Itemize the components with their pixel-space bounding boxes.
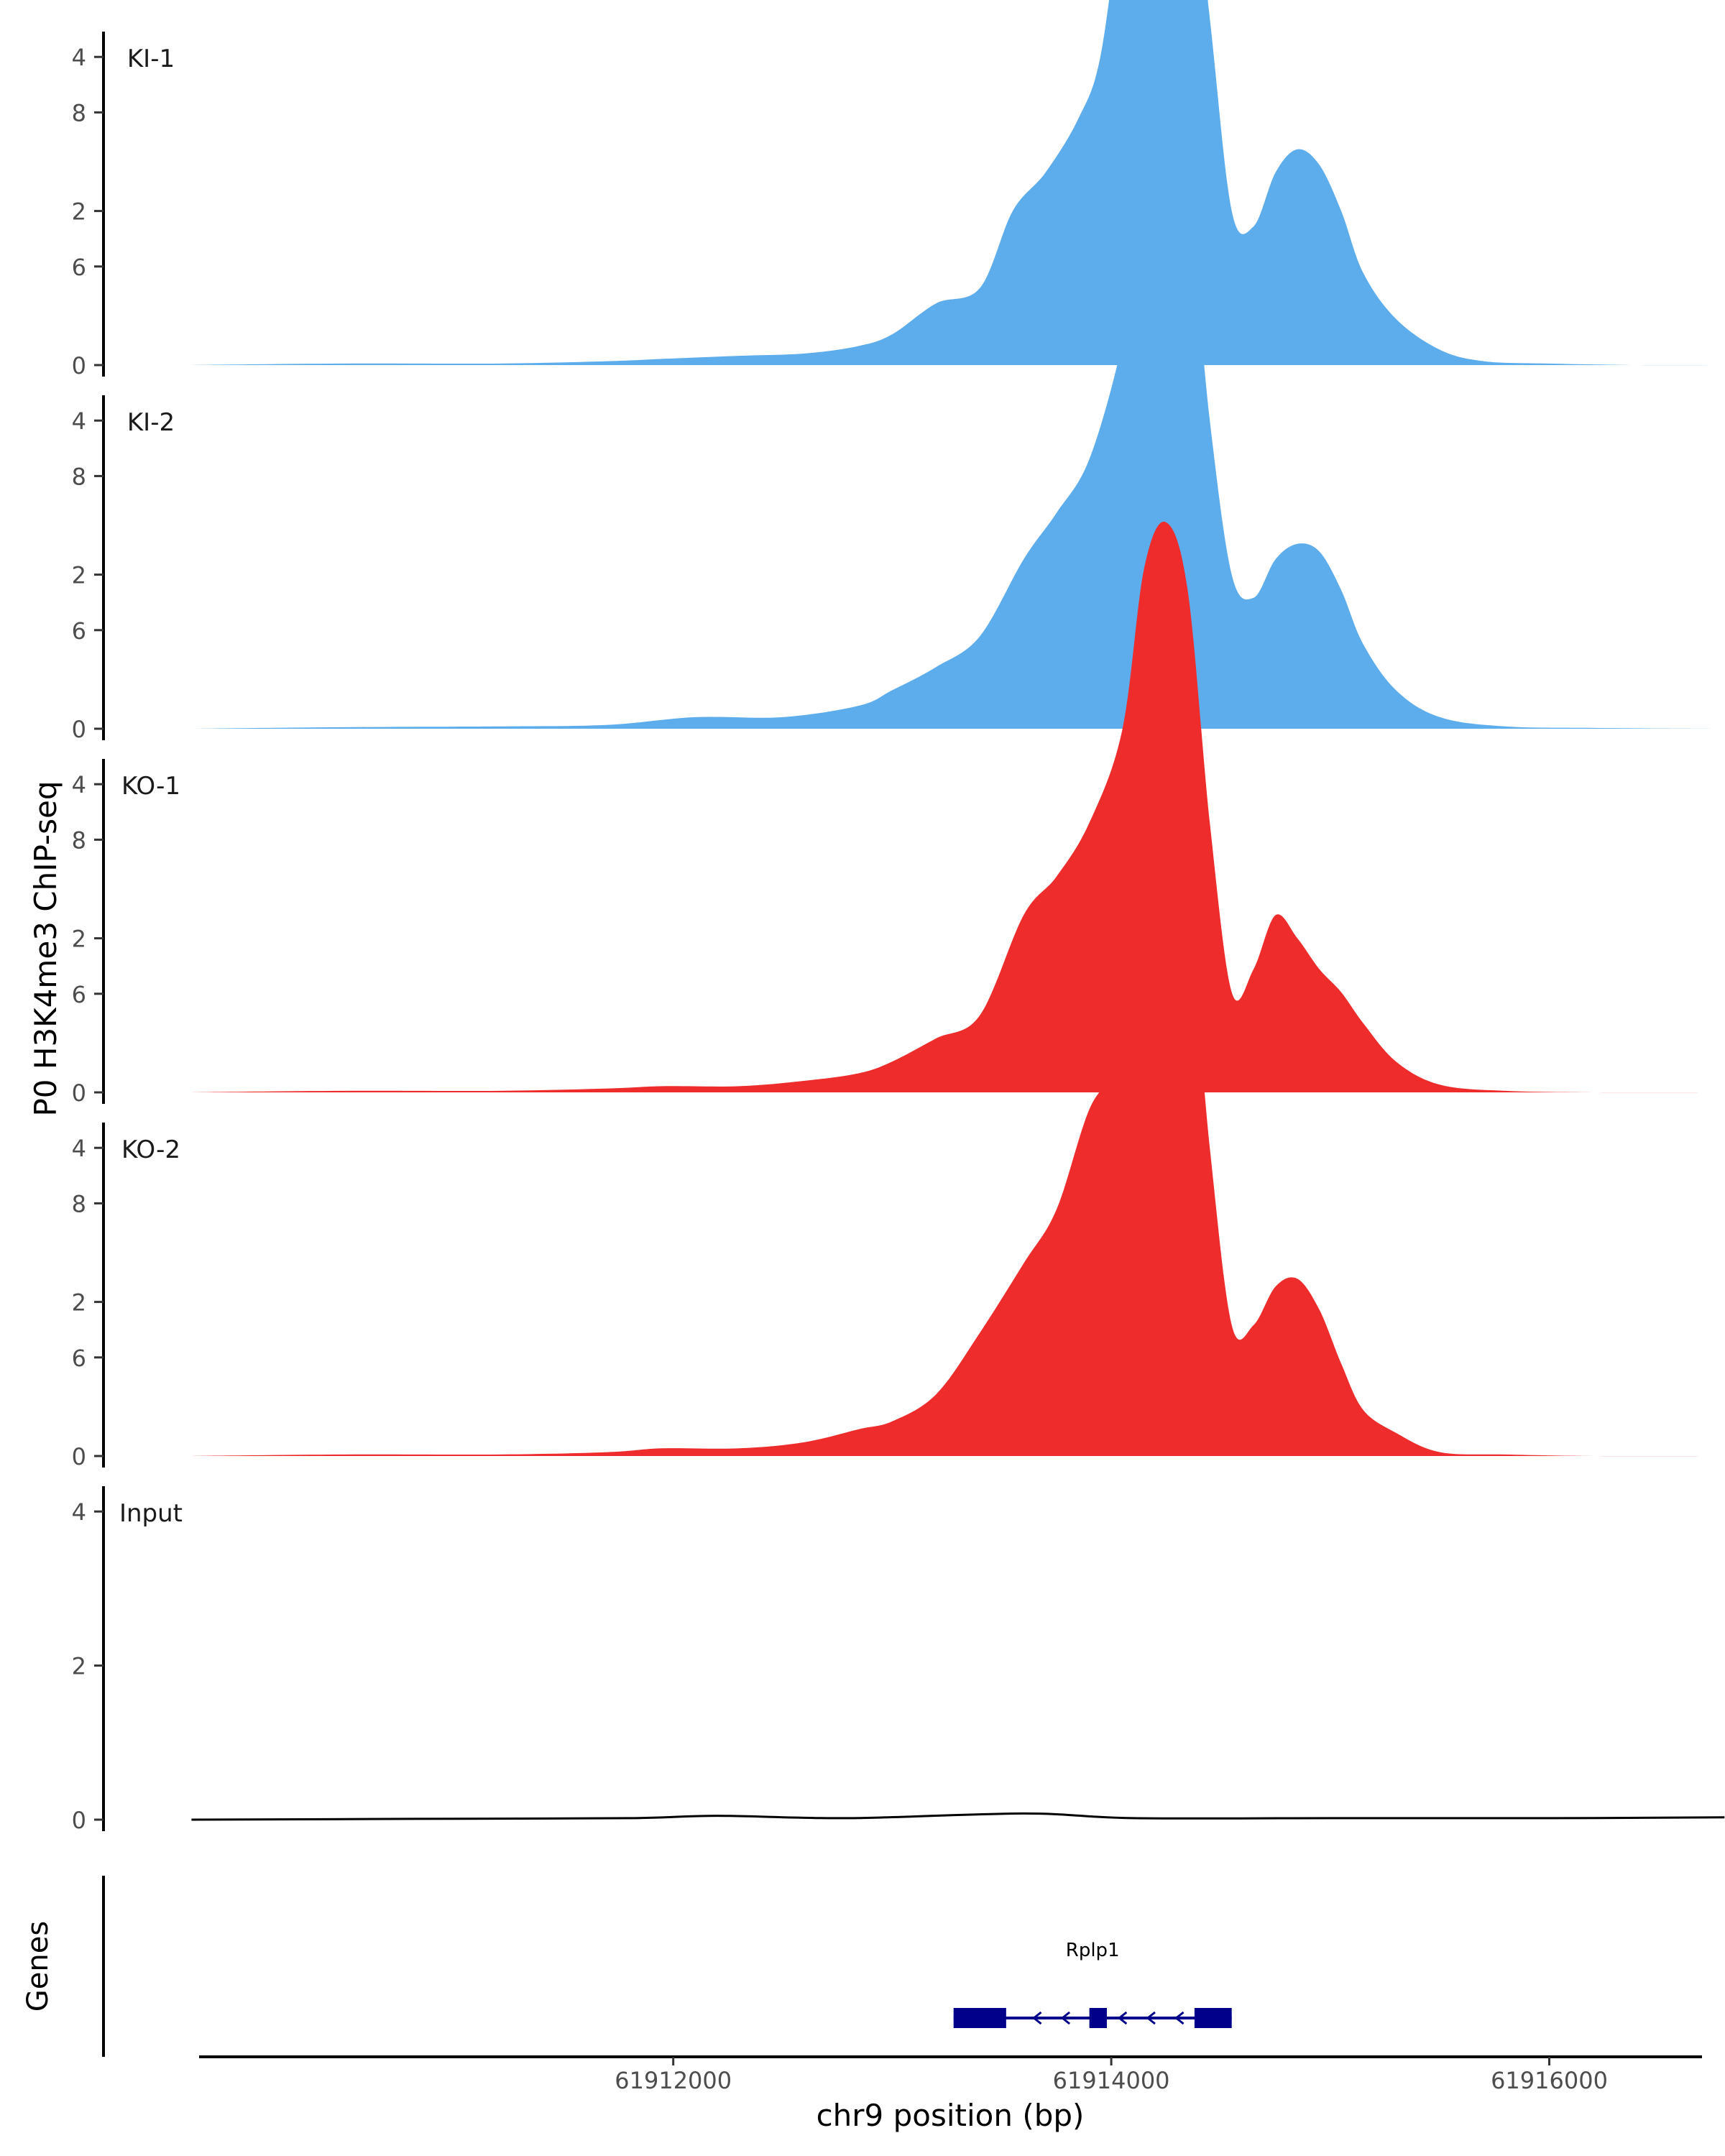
y-tick-label: 2 — [72, 1289, 86, 1317]
gene-rplp1: Rplp1 — [953, 1940, 1232, 2028]
strand-arrow — [1060, 2011, 1071, 2025]
track-ki-2: 0 2 4 6 8 KI-2 — [72, 99, 1725, 743]
y-tick-label: 0 — [72, 716, 86, 743]
y-axis-title: P0 H3K4me3 ChIP-seq — [28, 780, 63, 1116]
y-tick-label: 8 — [72, 1190, 86, 1217]
track-label: KI-2 — [127, 408, 175, 437]
gene-exon — [953, 2008, 1006, 2028]
y-tick-label: 6 — [72, 981, 86, 1008]
track-label: KO-2 — [121, 1135, 180, 1164]
track-label: KO-1 — [121, 772, 180, 801]
signal-area — [191, 870, 1725, 1457]
y-tick-label: 4 — [72, 771, 86, 798]
strand-arrow — [1174, 2011, 1184, 2025]
track-label: Input — [119, 1499, 183, 1528]
y-tick-label: 0 — [72, 352, 86, 379]
genes-panel: Genes Rplp1 — [22, 1876, 1232, 2057]
y-tick-label: 8 — [72, 463, 86, 490]
y-tick-label: 6 — [72, 617, 86, 645]
y-tick-label: 4 — [72, 1135, 86, 1162]
y-tick-label: 0 — [72, 1443, 86, 1470]
x-axis-title: chr9 position (bp) — [816, 2098, 1085, 2133]
signal-area — [191, 0, 1725, 366]
y-tick-label: 4 — [72, 407, 86, 435]
signal-area — [191, 150, 1725, 729]
y-tick-label: 2 — [72, 926, 86, 953]
gene-exon — [1194, 2008, 1232, 2028]
y-tick-label: 6 — [72, 254, 86, 281]
x-tick-label: 61914000 — [1053, 2067, 1170, 2094]
y-tick-label: 4 — [72, 1498, 86, 1526]
y-tick-label: 6 — [72, 1345, 86, 1372]
genes-axis-title: Genes — [22, 1921, 55, 2012]
gene-exon — [1089, 2008, 1108, 2028]
signal-line — [191, 1812, 1725, 1821]
strand-arrow — [1146, 2011, 1156, 2025]
track-input: 0 2 4 6 8 Input — [72, 1190, 1725, 1834]
strand-arrow — [1117, 2011, 1128, 2025]
signal-area — [191, 521, 1725, 1093]
strand-arrow — [1032, 2011, 1042, 2025]
track-ko-1: 0 2 4 6 8 KO-1 — [72, 463, 1725, 1107]
signal-tracks: 02468KI-102468KI-202468KO-102468KO-20246… — [72, 0, 1725, 1834]
gene-name-label: Rplp1 — [1066, 1940, 1120, 1961]
track-ki-1: 0 2 4 6 8 KI-1 — [72, 0, 1725, 379]
y-tick-label: 2 — [72, 1653, 86, 1680]
y-tick-label: 4 — [72, 44, 86, 71]
y-tick-label: 8 — [72, 99, 86, 126]
y-tick-label: 2 — [72, 198, 86, 226]
track-ko-2: 0 2 4 6 8 KO-2 — [72, 826, 1725, 1470]
y-tick-label: 2 — [72, 562, 86, 589]
track-label: KI-1 — [127, 45, 175, 73]
x-ticks: 61912000 61914000 61916000 — [615, 2057, 1608, 2094]
x-axis: 61912000 61914000 61916000 chr9 position (… — [199, 2055, 1702, 2133]
x-tick-label: 61912000 — [615, 2067, 732, 2094]
x-tick-label: 61916000 — [1491, 2067, 1608, 2094]
y-tick-label: 8 — [72, 826, 86, 854]
y-tick-label: 0 — [72, 1807, 86, 1834]
gene-models: Rplp1 — [953, 1940, 1232, 2028]
y-tick-label: 0 — [72, 1079, 86, 1107]
